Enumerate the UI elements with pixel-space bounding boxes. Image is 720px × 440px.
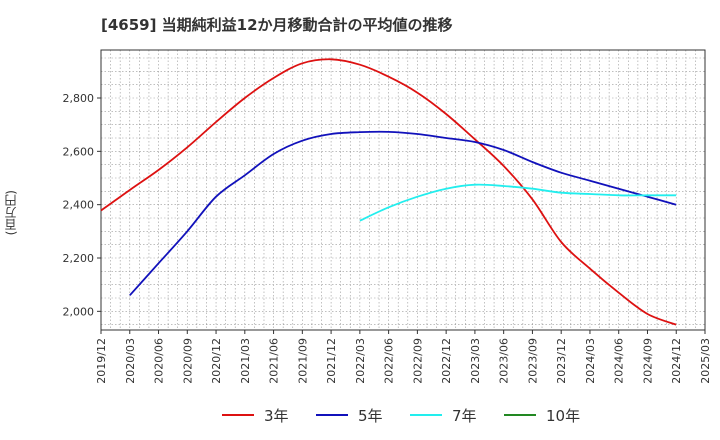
series-line-2 (359, 183, 677, 222)
x-tick-label: 2020/12 (210, 338, 223, 384)
x-tick-label: 2021/09 (296, 338, 309, 384)
x-tick-label: 2023/09 (526, 338, 539, 384)
x-tick-label: 2020/09 (181, 338, 194, 384)
y-tick-label: 2,200 (63, 252, 95, 265)
x-tick-label: 2023/12 (555, 338, 568, 384)
x-tick-labels: 2019/12 2020/03 2020/06 2020/09 2020/12 2021/… (95, 338, 712, 384)
x-tick-label: 2021/03 (239, 338, 252, 384)
legend-swatch (316, 414, 348, 416)
x-tick-label: 2023/03 (469, 338, 482, 384)
legend-item: 7年 (410, 400, 477, 430)
x-tick-label: 2024/09 (641, 338, 654, 384)
legend-item: 5年 (316, 400, 383, 430)
axes (97, 49, 706, 334)
y-tick-label: 2,600 (63, 145, 95, 158)
x-tick-label: 2021/12 (325, 338, 338, 384)
legend-label: 10年 (546, 406, 581, 425)
legend-swatch (222, 414, 254, 416)
legend: 3年 5年 7年 10年 (0, 400, 720, 430)
legend-swatch (504, 414, 536, 416)
x-tick-label: 2021/06 (268, 338, 281, 384)
x-tick-label: 2020/06 (153, 338, 166, 384)
legend-label: 7年 (452, 406, 477, 425)
legend-swatch (410, 414, 442, 416)
plot-frame (100, 49, 706, 331)
y-tick-label: 2,000 (63, 305, 95, 318)
x-tick-label: 2024/12 (670, 338, 683, 384)
x-tick-label: 2022/06 (383, 338, 396, 384)
line-chart: 2,000 2,200 2,400 2,600 2,800 2019/12 2020/03… (63, 49, 712, 384)
x-tick-label: 2019/12 (95, 338, 108, 384)
chart-title: [4659] 当期純利益12か月移動合計の平均値の推移 (101, 16, 453, 34)
x-tick-label: 2025/03 (699, 338, 712, 384)
x-tick-label: 2022/03 (354, 338, 367, 384)
legend-item: 3年 (222, 400, 289, 430)
legend-label: 5年 (358, 406, 383, 425)
legend-item: 10年 (504, 400, 580, 430)
y-tick-label: 2,800 (63, 92, 95, 105)
x-tick-label: 2022/09 (411, 338, 424, 384)
series-line-1 (129, 130, 677, 296)
x-tick-label: 2023/06 (498, 338, 511, 384)
x-tick-label: 2022/12 (440, 338, 453, 384)
y-tick-label: 2,400 (63, 199, 95, 212)
legend-label: 3年 (264, 406, 289, 425)
x-tick-label: 2024/06 (613, 338, 626, 384)
x-tick-label: 2024/03 (584, 338, 597, 384)
y-tick-labels: 2,000 2,200 2,400 2,600 2,800 (63, 92, 95, 318)
series-lines (100, 58, 677, 326)
x-tick-label: 2020/03 (124, 338, 137, 384)
series-line-0 (100, 58, 677, 326)
grid-lines (100, 50, 706, 330)
